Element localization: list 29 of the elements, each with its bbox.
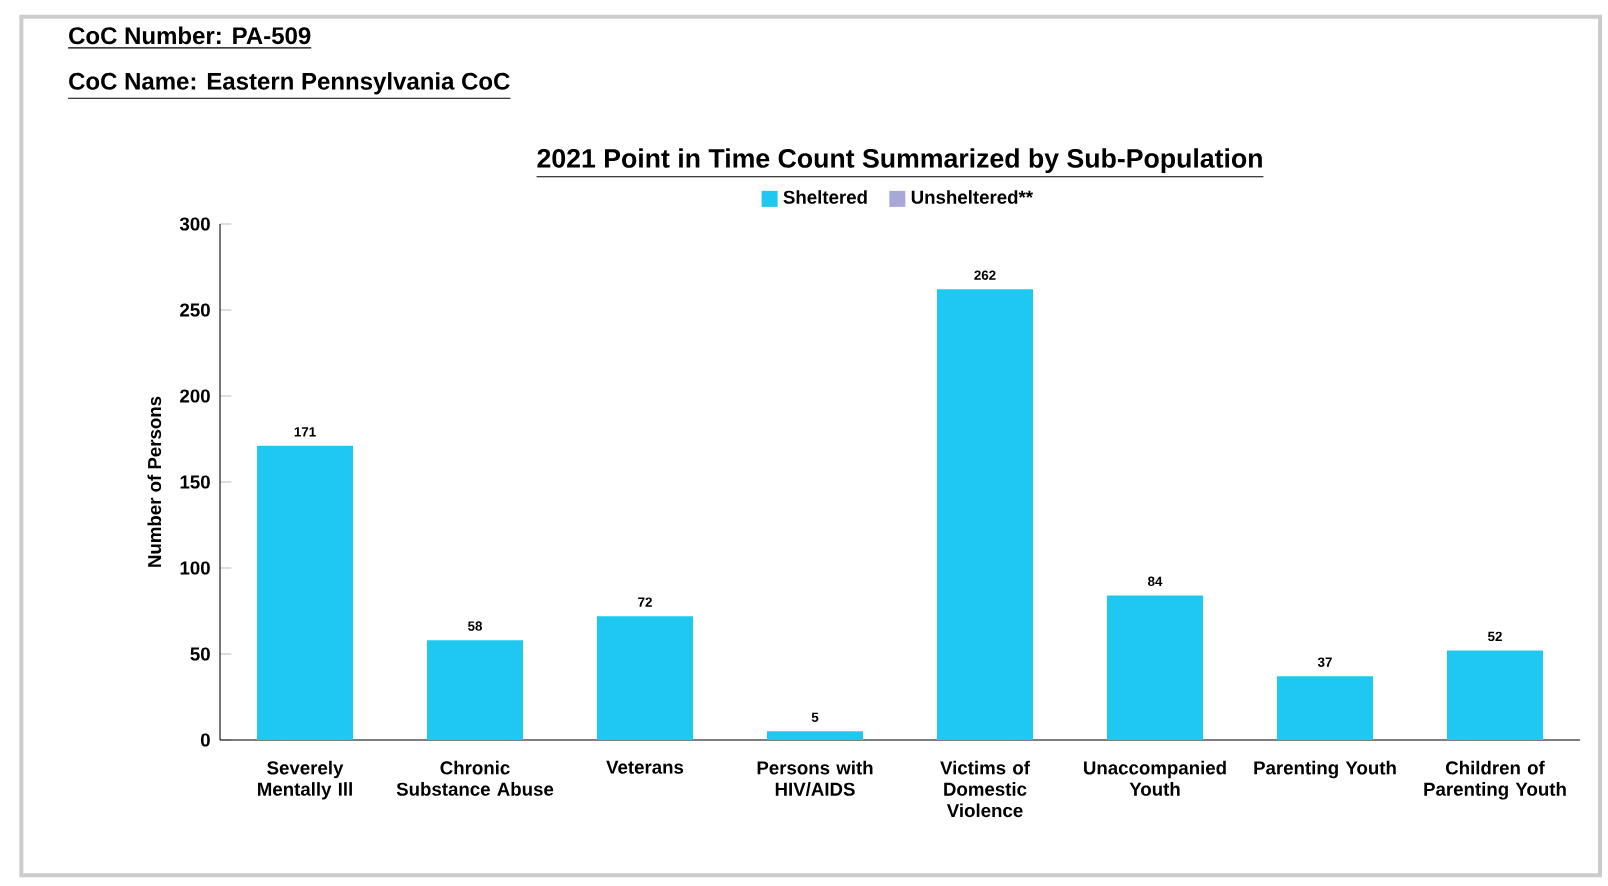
legend-label: Unsheltered** (911, 190, 1034, 204)
y-tick-label: 250 (180, 303, 210, 317)
y-tick-label: 0 (200, 733, 210, 747)
x-tick-label: Persons with HIV/AIDS (757, 760, 873, 797)
y-tick-label: 150 (180, 475, 210, 489)
y-tick-label: 300 (179, 217, 210, 231)
x-tick-label: Veterans (606, 760, 684, 774)
bar (1446, 650, 1543, 740)
x-tick-label: Unaccompanied Youth (1084, 760, 1226, 796)
legend-label: Sheltered (783, 190, 867, 204)
chart-title: 2021 Point in Time Count Summarized by Sub-Population (537, 148, 1262, 174)
bar (767, 731, 863, 740)
x-tick-label: Victims of Domestic Violence (940, 760, 1030, 818)
bar (1276, 676, 1373, 740)
bar (257, 445, 354, 740)
x-tick-label: Children of Parenting Youth (1424, 760, 1566, 800)
y-axis-title: Number of Persons (147, 396, 162, 567)
x-tick-label: Parenting Youth (1254, 760, 1396, 779)
y-tick-label: 50 (190, 647, 210, 661)
bar (1107, 595, 1203, 740)
bar (937, 289, 1033, 740)
y-tick-label: 100 (180, 561, 210, 575)
bar (427, 640, 524, 740)
text: CoC Number: PA-509 (69, 26, 311, 45)
bar (597, 616, 694, 740)
x-tick-label: Severely Mentally Ill (258, 760, 352, 800)
text: CoC Name: Eastern Pennsylvania CoC (69, 72, 510, 95)
x-tick-label: Chronic Substance Abuse (396, 760, 554, 796)
y-tick-label: 200 (180, 389, 210, 403)
